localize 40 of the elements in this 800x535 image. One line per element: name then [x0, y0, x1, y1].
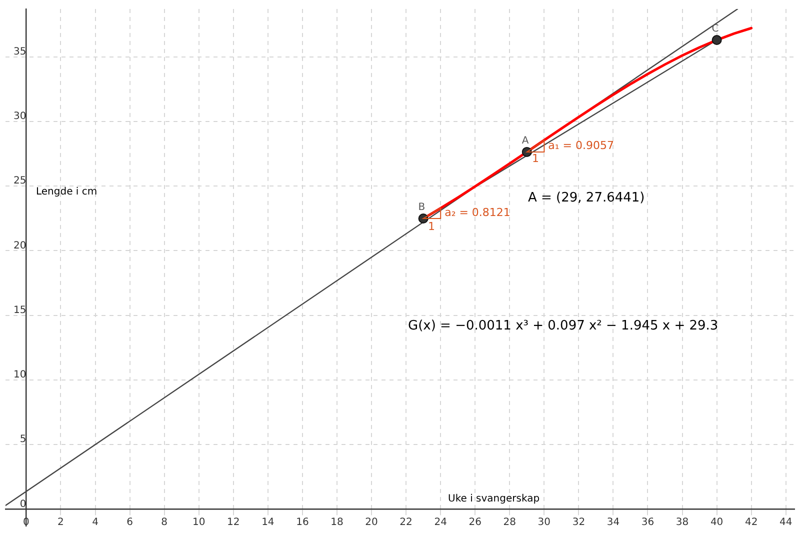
- x-tick-label: 30: [538, 516, 551, 528]
- x-tick-label: 26: [468, 516, 482, 528]
- y-tick-label: 5: [20, 434, 26, 446]
- annotation: G(x) = −0.0011 x³ + 0.097 x² − 1.945 x + 29.3: [408, 318, 718, 334]
- x-tick-label: 24: [434, 516, 447, 528]
- x-tick-label: 36: [641, 516, 654, 528]
- x-tick-label: 42: [744, 516, 758, 528]
- y-tick-label: 35: [13, 46, 26, 58]
- x-tick-label: 18: [330, 516, 344, 528]
- annotation: B: [418, 202, 426, 214]
- annotation: 1: [532, 152, 539, 165]
- annotation: a₂ = 0.8121: [444, 206, 510, 220]
- x-tick-label: 16: [296, 516, 309, 528]
- x-tick-label: 22: [400, 516, 412, 528]
- x-tick-label: 8: [161, 516, 168, 528]
- x-tick-label: 28: [503, 516, 516, 528]
- x-tick-label: 44: [780, 516, 792, 528]
- x-tick-label: 20: [365, 516, 378, 528]
- x-tick-label: 32: [572, 516, 586, 528]
- annotation: a₁ = 0.9057: [548, 138, 614, 152]
- y-tick-label: 10: [13, 370, 26, 381]
- x-tick-label: 6: [126, 516, 133, 528]
- x-tick-label: 40: [710, 516, 724, 528]
- y-tick-label: 15: [13, 304, 26, 316]
- annotation: 1: [428, 220, 435, 233]
- x-tick-label: 2: [58, 516, 64, 528]
- y-tick-label: 20: [13, 240, 26, 252]
- annotation: A = (29, 27.6441): [528, 190, 645, 206]
- y-tick-label: 30: [13, 111, 26, 122]
- x-tick-label: 34: [606, 516, 620, 528]
- y-tick-label: 25: [13, 176, 26, 187]
- y-tick-label: 0: [20, 498, 26, 510]
- x-tick-label: 10: [192, 516, 206, 528]
- x-axis-title: Uke i svangerskap: [448, 494, 540, 505]
- x-tick-label: 12: [227, 516, 240, 528]
- x-tick-label: 14: [262, 516, 274, 528]
- y-axis-title: Lengde i cm: [36, 186, 98, 198]
- x-tick-label: 4: [92, 516, 98, 528]
- annotation: A: [522, 136, 529, 147]
- x-tick-label: 38: [676, 516, 689, 528]
